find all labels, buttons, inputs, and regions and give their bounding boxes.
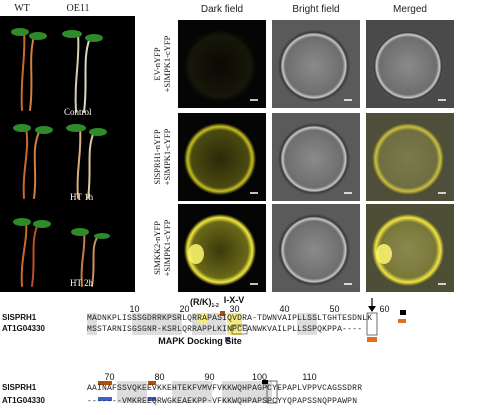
alignment-highlights (87, 298, 406, 404)
cell (372, 123, 444, 195)
position-number: 110 (302, 372, 316, 382)
position-number: 70 (104, 372, 114, 382)
sequence-name: SlSPRH1 (2, 313, 37, 322)
plants (20, 31, 99, 287)
genotype-label: WT (14, 3, 30, 14)
position-number: 90 (204, 372, 214, 382)
genotype-label: OE11 (67, 3, 90, 14)
motif-subscript: 1-2 (212, 303, 219, 309)
position-number: 10 (129, 304, 139, 314)
cell (184, 214, 256, 286)
cell (184, 30, 256, 102)
column-header: Dark field (201, 4, 243, 15)
fluorescent-spot (188, 244, 204, 264)
position-number: 50 (329, 304, 339, 314)
leaves (11, 28, 110, 239)
sequence: MADNKPLISSSGDRRKPSRLQRRAPASIQVDRA-TDWNVA… (87, 314, 372, 323)
row-label: SlSPRH1-nYFP (152, 129, 162, 185)
row-label: +SlMPK1-cYFP (162, 128, 172, 185)
sequence-name: AT1G04330 (2, 324, 46, 333)
column-header: Bright field (292, 4, 339, 15)
plant-photo (0, 16, 135, 292)
position-number: 20 (179, 304, 189, 314)
cell (278, 30, 350, 102)
treatment-label: HT 2h (70, 278, 94, 288)
sequence: AAINAFSSVQKEEVKKEHTEKFVMVFVKKWQHPAGPCYEP… (87, 384, 362, 393)
motif-label: (R/K) (190, 297, 212, 307)
motif-label: (R/K)1-2 (190, 297, 219, 309)
sequence-name: AT1G04330 (2, 396, 46, 405)
position-number: 80 (154, 372, 164, 382)
row-label: +SlMPK1-cYFP (162, 35, 172, 92)
cell (278, 214, 350, 286)
cell (278, 123, 350, 195)
position-number: 30 (229, 304, 239, 314)
position-number: 100 (252, 372, 267, 382)
treatment-label: HT 1h (70, 192, 94, 202)
cell (184, 123, 256, 195)
row-label: +SlMPK1-cYFP (162, 219, 172, 276)
column-header: Merged (393, 4, 427, 15)
fluorescent-spot (376, 244, 392, 264)
docking-site-label: MAPK Docking Site (158, 336, 242, 346)
position-number: 60 (379, 304, 389, 314)
sequence-name: SlSPRH1 (2, 383, 37, 392)
sequence: MSSTARNISGSGNR-KSRLQRRAPPLKINPCEANWKVAIL… (87, 325, 362, 334)
cell (372, 214, 444, 286)
position-number: 40 (279, 304, 289, 314)
cell (372, 30, 444, 102)
sequence: -------VMKREEQRWGKEAEKPP-VFKKWQHPAPSPCYY… (87, 397, 357, 406)
motif-label: I-X-V (224, 295, 245, 305)
row-label: EV-nYFP (152, 47, 162, 80)
row-label: SlMKK2-nYFP (152, 221, 162, 275)
treatment-label: Control (64, 107, 92, 117)
